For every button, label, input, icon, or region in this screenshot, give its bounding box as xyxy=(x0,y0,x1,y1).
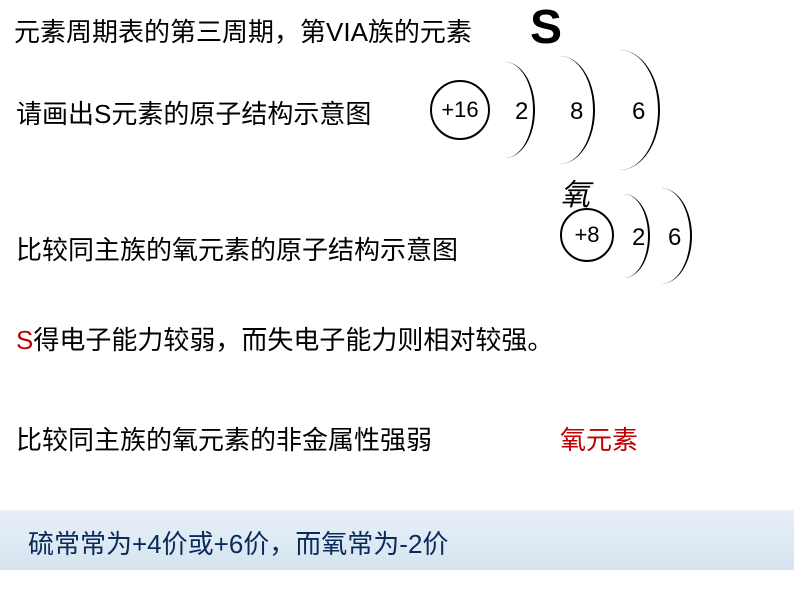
text-line-6: 硫常常为+4价或+6价，而氧常为-2价 xyxy=(28,529,448,559)
text-line-2: 请画出S元素的原子结构示意图 xyxy=(16,94,371,131)
text-line-5: 比较同主族的氧元素的非金属性强弱 xyxy=(16,420,432,457)
text-line-4-s: S xyxy=(16,325,33,355)
text-line-4-rest: 得电子能力较弱，而失电子能力则相对较强。 xyxy=(33,325,553,355)
shell-s-3 xyxy=(580,50,660,170)
shell-o-num-2: 6 xyxy=(668,224,681,252)
text-line-5-answer: 氧元素 xyxy=(560,420,638,457)
nucleus-o-label: +8 xyxy=(574,222,599,248)
element-symbol-s: S xyxy=(530,0,562,55)
shell-o-num-1: 2 xyxy=(632,224,645,252)
shell-s-num-2: 8 xyxy=(570,98,583,126)
atom-diagram-sulfur: +16 2 8 6 xyxy=(430,70,710,160)
shell-s-num-1: 2 xyxy=(515,98,528,126)
text-line-3: 比较同主族的氧元素的原子结构示意图 xyxy=(16,230,458,267)
nucleus-s-label: +16 xyxy=(441,97,478,123)
atom-diagram-oxygen: +8 2 6 xyxy=(560,200,780,280)
text-line-4: S得电子能力较弱，而失电子能力则相对较强。 xyxy=(16,320,553,357)
text-line-1: 元素周期表的第三周期，第VIA族的元素 xyxy=(14,12,472,49)
footer-bar: 硫常常为+4价或+6价，而氧常为-2价 xyxy=(0,510,794,570)
shell-s-num-3: 6 xyxy=(632,98,645,126)
